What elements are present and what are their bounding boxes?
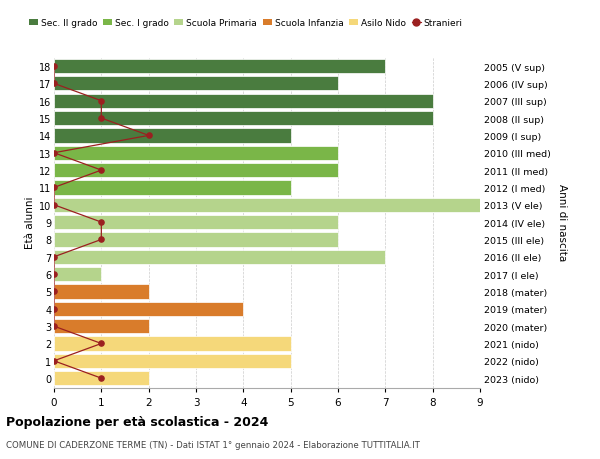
Bar bbox=[54, 77, 338, 91]
Y-axis label: Anni di nascita: Anni di nascita bbox=[557, 184, 566, 261]
Point bbox=[49, 185, 59, 192]
Point bbox=[49, 305, 59, 313]
Bar bbox=[54, 163, 338, 178]
Bar bbox=[54, 250, 385, 264]
Bar bbox=[54, 302, 244, 316]
Legend: Sec. II grado, Sec. I grado, Scuola Primaria, Scuola Infanzia, Asilo Nido, Stran: Sec. II grado, Sec. I grado, Scuola Prim… bbox=[29, 19, 463, 28]
Text: COMUNE DI CADERZONE TERME (TN) - Dati ISTAT 1° gennaio 2024 - Elaborazione TUTTI: COMUNE DI CADERZONE TERME (TN) - Dati IS… bbox=[6, 440, 420, 449]
Bar bbox=[54, 198, 480, 213]
Y-axis label: Età alunni: Età alunni bbox=[25, 196, 35, 249]
Bar bbox=[54, 129, 290, 143]
Point bbox=[49, 358, 59, 365]
Point bbox=[97, 167, 106, 174]
Point bbox=[49, 271, 59, 278]
Point bbox=[49, 323, 59, 330]
Bar bbox=[54, 319, 149, 334]
Point bbox=[97, 375, 106, 382]
Point bbox=[49, 63, 59, 71]
Point bbox=[49, 288, 59, 296]
Bar bbox=[54, 112, 433, 126]
Bar bbox=[54, 268, 101, 282]
Point bbox=[97, 340, 106, 347]
Bar bbox=[54, 336, 290, 351]
Point bbox=[49, 202, 59, 209]
Point bbox=[97, 219, 106, 226]
Bar bbox=[54, 95, 433, 109]
Bar bbox=[54, 60, 385, 74]
Bar bbox=[54, 233, 338, 247]
Point bbox=[144, 133, 154, 140]
Bar bbox=[54, 354, 290, 368]
Bar bbox=[54, 371, 149, 386]
Point bbox=[97, 236, 106, 244]
Bar bbox=[54, 181, 290, 195]
Text: Popolazione per età scolastica - 2024: Popolazione per età scolastica - 2024 bbox=[6, 415, 268, 428]
Point bbox=[97, 98, 106, 105]
Point bbox=[97, 115, 106, 123]
Bar bbox=[54, 146, 338, 161]
Point bbox=[49, 80, 59, 88]
Bar bbox=[54, 216, 338, 230]
Point bbox=[49, 253, 59, 261]
Bar bbox=[54, 285, 149, 299]
Point bbox=[49, 150, 59, 157]
